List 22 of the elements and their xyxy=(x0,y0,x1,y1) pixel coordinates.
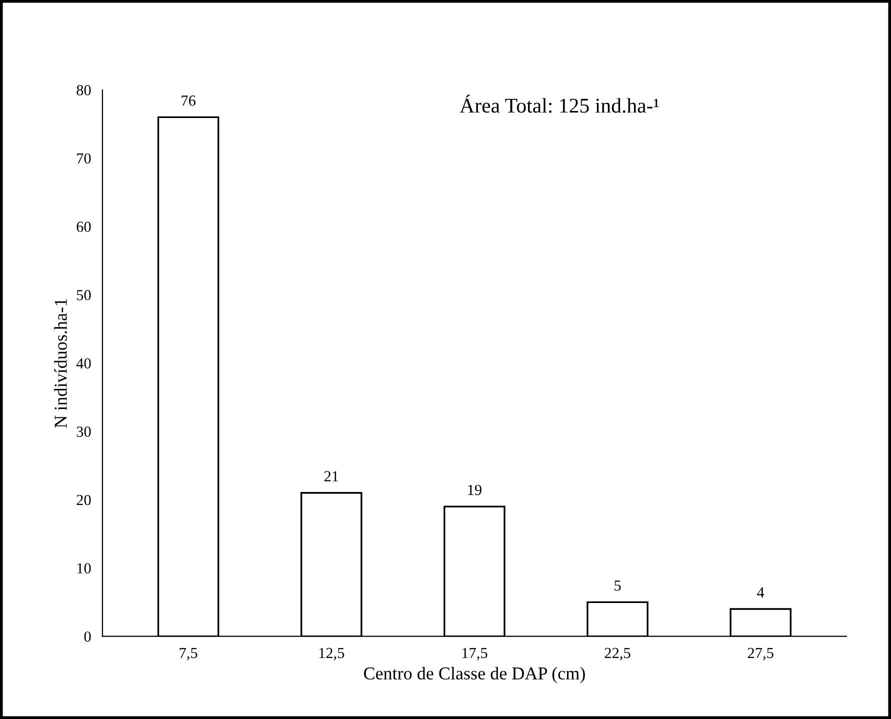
data-label: 5 xyxy=(614,580,621,591)
x-tick-label: 22,5 xyxy=(604,648,630,660)
y-tick-label: 40 xyxy=(76,358,91,369)
y-tick-label: 60 xyxy=(76,222,91,232)
y-tick-label: 70 xyxy=(77,153,91,164)
x-tick-label: 17,5 xyxy=(462,648,488,660)
data-label: 4 xyxy=(757,587,764,598)
y-tick-label: 0 xyxy=(84,631,91,642)
data-label: 19 xyxy=(468,484,482,496)
y-axis-title: N indivíduos.ha-1 xyxy=(54,298,67,428)
data-label: 76 xyxy=(182,95,196,106)
y-tick-label: 10 xyxy=(77,563,91,574)
y-tick-label: 80 xyxy=(76,85,91,96)
annotation: Área Total: 125 ind.ha-¹ xyxy=(460,94,659,113)
y-tick-label: 50 xyxy=(76,290,91,300)
y-tick-label: 30 xyxy=(76,426,91,437)
data-label: 21 xyxy=(324,471,338,482)
x-tick-label: 27,5 xyxy=(748,648,774,660)
x-tick-label: 7,5 xyxy=(180,648,198,660)
x-axis-title: Centro de Classe de DAP (cm) xyxy=(364,666,585,684)
y-tick-label: 20 xyxy=(76,494,91,506)
x-tick-label: 12,5 xyxy=(319,648,344,660)
